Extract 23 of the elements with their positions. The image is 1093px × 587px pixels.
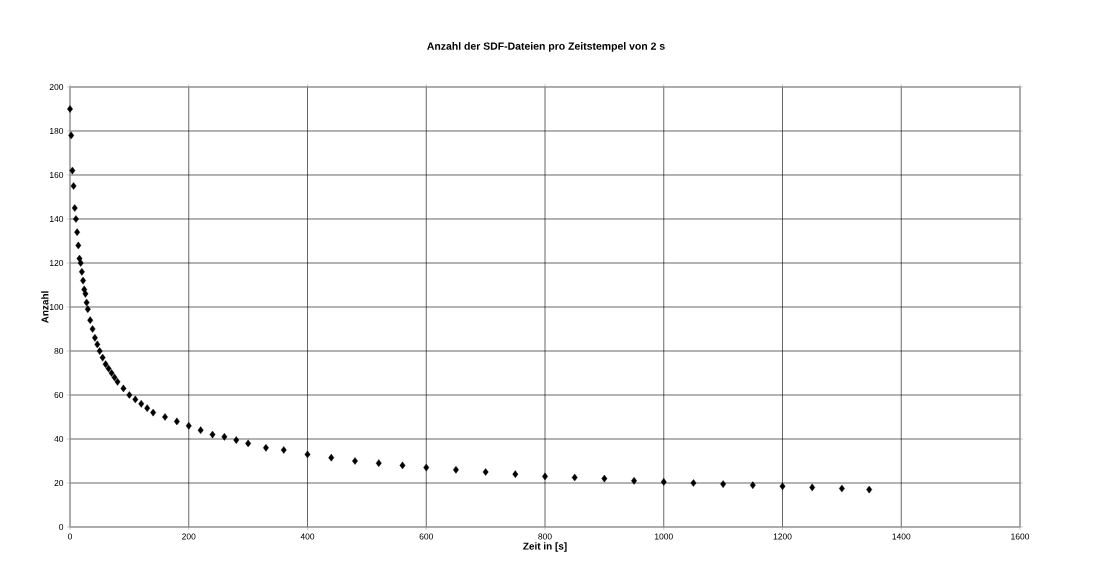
y-tick-label: 0 [59, 524, 64, 530]
x-tick-label: 800 [538, 533, 552, 540]
y-tick-label: 180 [50, 128, 64, 134]
y-tick-label: 40 [54, 436, 64, 442]
x-tick-label: 400 [300, 533, 315, 540]
x-axis-title: Zeit in [s] [523, 542, 567, 552]
y-tick-label: 60 [54, 392, 64, 398]
x-tick-label: 600 [419, 533, 433, 540]
y-axis-title: Anzahl [41, 291, 49, 324]
x-tick-label: 1400 [892, 533, 911, 540]
x-tick-label: 0 [67, 533, 73, 540]
y-tick-label: 20 [54, 480, 64, 486]
y-tick-label: 200 [49, 84, 64, 90]
y-tick-label: 160 [50, 172, 64, 178]
y-tick-label: 140 [50, 216, 64, 222]
x-tick-label: 1000 [654, 533, 673, 540]
x-tick-label: 1200 [773, 533, 792, 540]
y-tick-label: 120 [50, 260, 64, 266]
y-tick-label: 100 [50, 304, 64, 310]
chart-title: Anzahl der SDF-Dateien pro Zeitstempel von 2 s [427, 42, 665, 52]
x-tick-label: 1600 [1011, 533, 1030, 540]
y-tick-label: 80 [54, 348, 64, 354]
x-tick-label: 200 [182, 533, 196, 540]
